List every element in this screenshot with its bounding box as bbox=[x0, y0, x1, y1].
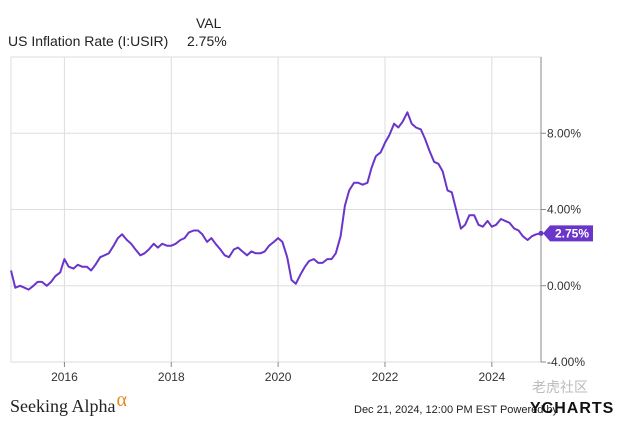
y-tick-label: 4.00% bbox=[547, 203, 581, 217]
y-tick-label: 0.00% bbox=[547, 279, 581, 293]
label-layer: -4.00% 0.00% 4.00% 8.00% 2016 2018 2020 2022 202… bbox=[51, 126, 593, 384]
footer-attribution: Dec 21, 2024, 12:00 PM EST Powered by bbox=[354, 404, 558, 416]
brand-name: Seeking Alpha bbox=[10, 396, 116, 416]
ycharts-logo[interactable]: YCHARTS bbox=[530, 400, 614, 418]
current-value-label: 2.75% bbox=[555, 226, 589, 240]
grid-layer bbox=[10, 56, 542, 363]
axis-layer bbox=[63, 57, 546, 367]
watermark: 老虎社区 bbox=[532, 379, 588, 395]
x-tick-label: 2024 bbox=[478, 370, 505, 384]
legend-series-value: 2.75% bbox=[187, 33, 227, 49]
last-point-marker bbox=[538, 230, 544, 236]
x-tick-label: 2020 bbox=[265, 370, 292, 384]
current-value-tag bbox=[543, 225, 593, 242]
y-tick-label: -4.00% bbox=[547, 355, 585, 369]
series-layer bbox=[10, 111, 544, 291]
x-tick-label: 2022 bbox=[372, 370, 399, 384]
footer-timestamp: Dec 21, 2024, 12:00 PM EST bbox=[354, 404, 497, 416]
seeking-alpha-logo[interactable]: Seeking Alphaα bbox=[10, 389, 127, 418]
x-tick-label: 2018 bbox=[158, 370, 185, 384]
x-tick-label: 2016 bbox=[51, 370, 78, 384]
legend-series-name: US Inflation Rate (I:USIR) bbox=[8, 33, 169, 49]
legend-value-header: VAL bbox=[196, 15, 222, 31]
alpha-mark-icon: α bbox=[116, 389, 127, 411]
ycharts-wordmark: YCHARTS bbox=[530, 400, 615, 417]
footer-powered-by: Powered by bbox=[499, 404, 559, 416]
series-line bbox=[10, 111, 542, 291]
y-tick-label: 8.00% bbox=[547, 126, 581, 140]
